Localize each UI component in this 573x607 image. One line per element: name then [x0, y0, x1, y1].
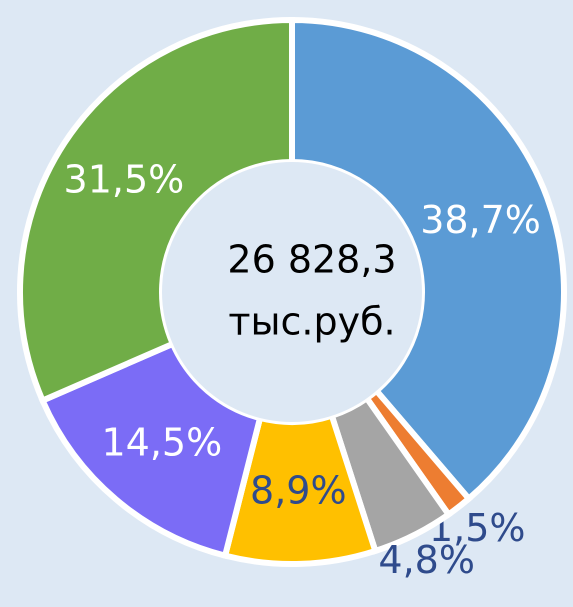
data-label: 8,9%: [250, 468, 347, 512]
donut-hole: [162, 162, 422, 422]
center-label: тыс.руб.: [228, 300, 395, 344]
data-label: 14,5%: [101, 421, 222, 465]
data-label: 4,8%: [378, 538, 475, 582]
center-label: 26 828,3: [227, 238, 396, 282]
data-label: 31,5%: [64, 157, 185, 201]
data-label: 38,7%: [420, 198, 541, 242]
